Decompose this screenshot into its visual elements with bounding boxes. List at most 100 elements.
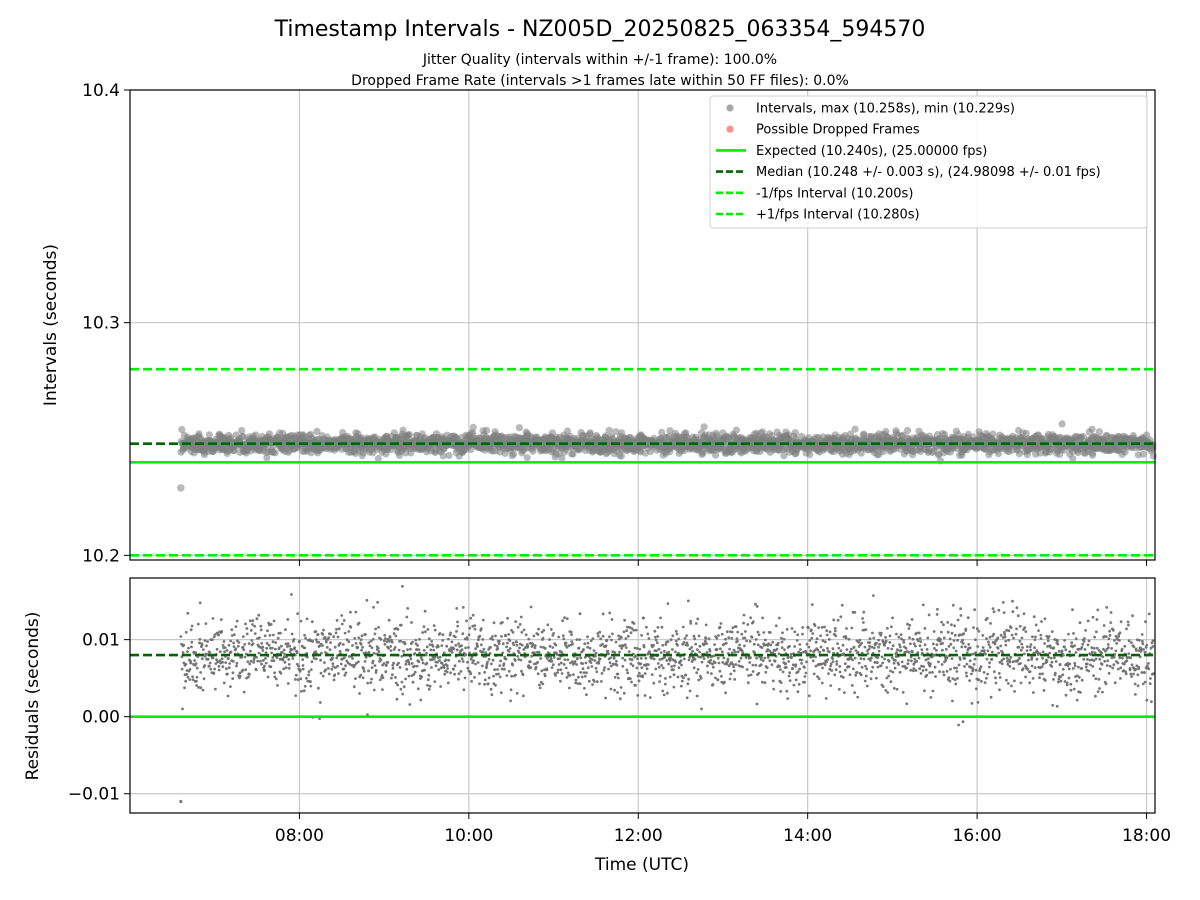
- data-point: [195, 666, 199, 670]
- data-point: [586, 641, 590, 645]
- intervals-panel: 10.210.310.4: [82, 81, 1157, 566]
- data-point: [491, 635, 494, 638]
- data-point: [569, 630, 573, 634]
- data-point: [354, 642, 358, 645]
- data-point: [598, 657, 602, 661]
- data-point: [926, 657, 930, 661]
- data-point: [885, 666, 889, 669]
- data-point: [520, 669, 523, 673]
- data-point: [1007, 638, 1011, 642]
- data-point: [870, 670, 873, 674]
- data-point: [937, 660, 940, 664]
- data-point: [263, 669, 267, 672]
- data-point: [222, 681, 226, 685]
- data-point: [717, 634, 720, 637]
- data-point: [490, 693, 494, 697]
- data-point: [1034, 623, 1038, 627]
- data-point: [779, 668, 782, 671]
- data-point: [669, 638, 673, 642]
- data-point: [1023, 626, 1027, 630]
- data-point: [894, 659, 897, 662]
- data-point: [869, 659, 872, 662]
- data-point: [369, 681, 373, 685]
- data-point: [489, 646, 492, 649]
- data-point: [812, 672, 816, 676]
- data-point: [244, 622, 247, 626]
- data-point: [717, 661, 721, 665]
- data-point: [380, 674, 384, 677]
- data-point: [185, 673, 189, 676]
- data-point: [389, 645, 393, 648]
- data-point: [634, 628, 638, 632]
- data-point: [1045, 660, 1049, 664]
- data-point: [277, 646, 281, 650]
- data-point: [285, 645, 289, 648]
- data-point: [1058, 420, 1066, 428]
- data-point: [346, 648, 350, 652]
- data-point: [389, 649, 393, 652]
- data-point: [946, 621, 950, 624]
- data-point: [537, 650, 541, 654]
- data-point: [446, 667, 449, 670]
- data-point: [439, 685, 442, 688]
- data-point: [414, 638, 418, 642]
- y-tick-label: 10.4: [82, 81, 120, 101]
- data-point: [552, 632, 555, 635]
- data-point: [848, 673, 852, 677]
- outlier-point: [177, 484, 185, 492]
- data-point: [722, 656, 726, 660]
- data-point: [471, 613, 475, 617]
- data-point: [970, 702, 974, 705]
- y-tick-label: 10.3: [82, 314, 120, 334]
- data-point: [539, 657, 543, 660]
- data-point: [956, 677, 959, 680]
- data-point: [925, 673, 929, 677]
- data-point: [370, 677, 373, 681]
- data-point: [491, 638, 495, 641]
- data-point: [314, 638, 318, 641]
- data-point: [293, 646, 297, 650]
- data-point: [372, 605, 375, 609]
- data-point: [336, 635, 340, 639]
- data-point: [608, 661, 612, 665]
- data-point: [321, 644, 324, 647]
- data-point: [364, 633, 367, 636]
- data-point: [620, 647, 624, 650]
- data-point: [576, 675, 580, 679]
- data-point: [1024, 630, 1028, 633]
- data-point: [189, 661, 193, 665]
- data-point: [886, 626, 889, 630]
- data-point: [985, 616, 989, 620]
- data-point: [742, 621, 745, 625]
- data-point: [636, 674, 640, 678]
- data-point: [268, 634, 272, 637]
- data-point: [379, 658, 383, 662]
- data-point: [863, 645, 867, 649]
- data-point: [720, 632, 724, 636]
- data-point: [884, 689, 888, 692]
- data-point: [476, 661, 480, 664]
- data-point: [843, 691, 846, 694]
- data-point: [593, 659, 597, 662]
- data-point: [639, 662, 643, 666]
- data-point: [461, 632, 465, 636]
- data-point: [928, 671, 932, 674]
- data-point: [933, 647, 936, 650]
- data-point: [226, 694, 230, 698]
- data-point: [411, 680, 415, 684]
- data-point: [1026, 667, 1030, 671]
- data-point: [244, 668, 248, 672]
- data-point: [428, 684, 432, 688]
- data-point: [733, 650, 737, 654]
- data-point: [647, 637, 651, 640]
- data-point: [413, 670, 417, 674]
- data-point: [288, 644, 292, 648]
- data-point: [658, 680, 661, 683]
- data-point: [432, 648, 436, 652]
- data-point: [936, 607, 939, 611]
- data-point: [996, 646, 1000, 650]
- data-point: [981, 634, 985, 637]
- data-point: [273, 671, 276, 675]
- data-point: [940, 620, 943, 624]
- data-point: [605, 426, 613, 434]
